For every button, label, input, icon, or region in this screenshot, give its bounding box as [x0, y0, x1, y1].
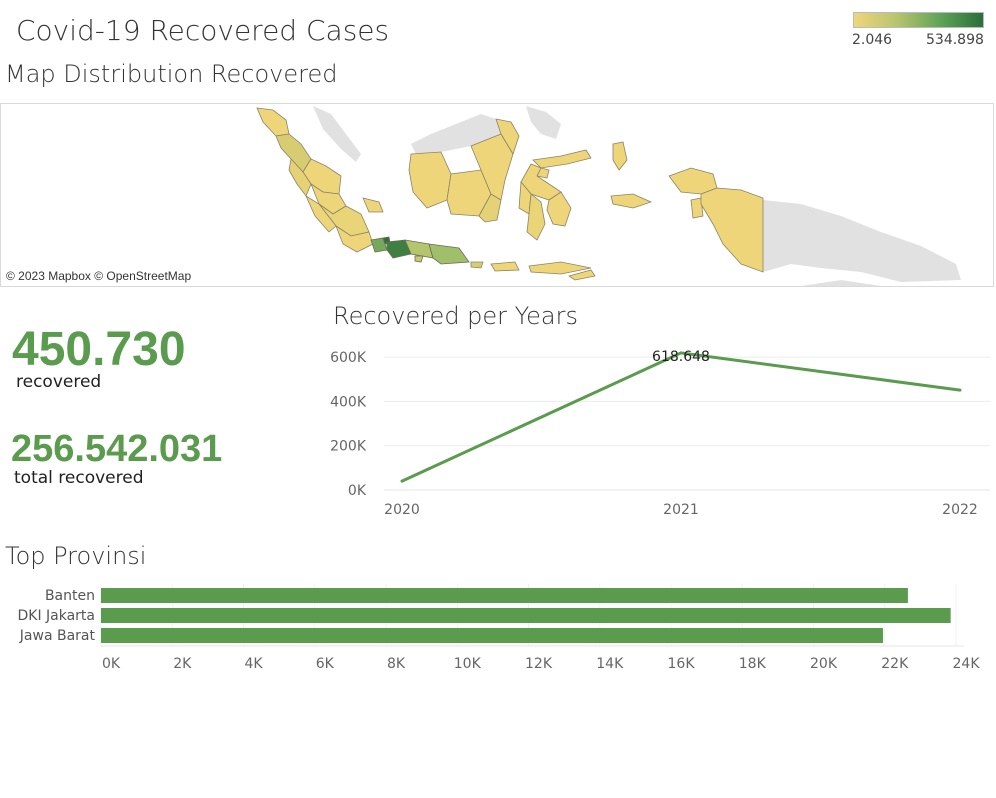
kpi-recovered-label: recovered: [16, 372, 102, 392]
map-attribution: © 2023 Mapbox © OpenStreetMap: [6, 269, 192, 283]
bar-chart-title: Top Provinsi: [5, 542, 147, 570]
bar-chart-xtick-label: 8K: [387, 656, 406, 672]
recovered-per-years-chart[interactable]: 0K 200K 400K 600K 2020 2021 2022 618.648: [320, 340, 996, 524]
line-chart-data-point: [679, 351, 683, 355]
line-chart-xtick-label: 2021: [663, 502, 699, 518]
bar-chart-xtick-label: 14K: [596, 656, 624, 672]
region-aceh[interactable]: [256, 107, 290, 137]
bar-chart-xtick-label: 6K: [316, 656, 335, 672]
legend-max-label: 534.898: [926, 32, 984, 48]
line-chart-data-label: 618.648: [652, 349, 710, 365]
bar-chart-xtick-label: 0K: [102, 656, 121, 672]
bar-chart-category-label: DKI Jakarta: [17, 608, 95, 624]
bar-chart-category-label: Banten: [45, 588, 95, 604]
region-timor[interactable]: [568, 269, 596, 281]
region-jawa-tengah[interactable]: [404, 239, 434, 259]
region-papua-barat[interactable]: [668, 167, 718, 195]
region-malut[interactable]: [612, 141, 628, 171]
nusa-tenggara-provinces[interactable]: [470, 261, 596, 281]
region-kalbar[interactable]: [408, 151, 452, 209]
philippines-land: [526, 106, 561, 139]
region-kalsel[interactable]: [478, 193, 502, 223]
line-chart-xtick-label: 2022: [942, 502, 978, 518]
bar-chart-xtick-label: 24K: [953, 656, 981, 672]
indonesia-map[interactable]: [1, 104, 994, 287]
bar-chart-bar: [101, 608, 951, 623]
borneo-north-land: [411, 114, 501, 154]
region-sulut[interactable]: [532, 149, 592, 169]
region-kaltim[interactable]: [470, 133, 514, 201]
sumatra-provinces[interactable]: [256, 107, 384, 253]
color-legend-bar: [853, 12, 984, 28]
bar-chart-xtick-label: 18K: [739, 656, 767, 672]
dashboard-title: Covid-19 Recovered Cases: [16, 14, 390, 47]
map-title: Map Distribution Recovered: [5, 60, 338, 88]
region-kaltara[interactable]: [495, 118, 520, 155]
bar-chart-xtick-label: 22K: [881, 656, 909, 672]
region-papua[interactable]: [700, 187, 764, 273]
map-view[interactable]: [0, 103, 994, 287]
malaysia-peninsula-land: [313, 106, 361, 162]
papua-provinces[interactable]: [668, 167, 764, 273]
maluku-provinces[interactable]: [610, 141, 704, 219]
region-jawa-timur[interactable]: [428, 243, 470, 265]
line-chart-title: Recovered per Years: [333, 302, 578, 330]
kalimantan-provinces[interactable]: [408, 118, 520, 223]
line-chart-ytick-label: 600K: [330, 350, 367, 366]
bar-chart-bar: [101, 588, 908, 603]
java-provinces[interactable]: [370, 236, 470, 265]
bar-chart-xtick-label: 10K: [454, 656, 482, 672]
line-chart-ytick-label: 200K: [330, 439, 367, 455]
top-provinsi-chart[interactable]: 0K 2K 4K 6K 8K 10K 12K 14K 16K 18K 20K 22K 24K Banten…: [0, 578, 996, 678]
region-sulsel[interactable]: [526, 193, 546, 241]
bar-chart-xtick-label: 2K: [173, 656, 192, 672]
region-jawa-barat[interactable]: [386, 239, 412, 259]
bar-chart-xtick-label: 4K: [244, 656, 263, 672]
line-chart-data-point: [958, 388, 962, 392]
bar-chart-xtick-label: 12K: [525, 656, 553, 672]
region-babel[interactable]: [362, 197, 384, 213]
line-chart-ytick-label: 0K: [348, 483, 367, 499]
bar-chart-xtick-label: 16K: [668, 656, 696, 672]
region-diy[interactable]: [414, 255, 424, 263]
line-chart-ytick-label: 400K: [330, 394, 367, 410]
kpi-total-recovered-label: total recovered: [14, 468, 144, 488]
line-chart-data-point: [400, 479, 404, 483]
region-bali[interactable]: [470, 261, 484, 269]
sulawesi-provinces[interactable]: [518, 149, 592, 241]
australia-north-land: [801, 280, 881, 286]
legend-min-label: 2.046: [852, 32, 893, 48]
kpi-recovered-value: 450.730: [12, 323, 186, 376]
bar-chart-xtick-label: 20K: [810, 656, 838, 672]
region-sultra[interactable]: [546, 191, 572, 227]
kpi-total-recovered-value: 256.542.031: [11, 428, 223, 470]
line-chart-xtick-label: 2020: [384, 502, 420, 518]
bar-chart-bar: [101, 628, 883, 643]
bar-chart-category-label: Jawa Barat: [19, 628, 96, 644]
region-maluku[interactable]: [610, 193, 653, 209]
region-ntt[interactable]: [528, 261, 592, 275]
region-maluku-south[interactable]: [690, 197, 704, 219]
line-chart-series-line: [401, 351, 961, 483]
region-ntb[interactable]: [490, 261, 520, 272]
papua-new-guinea-land: [763, 200, 961, 282]
region-bengkulu[interactable]: [305, 194, 337, 233]
